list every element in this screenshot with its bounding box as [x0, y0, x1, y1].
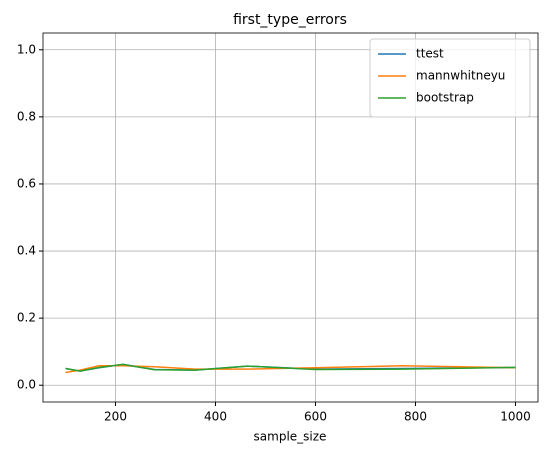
- legend: ttest mannwhitneyu bootstrap: [369, 38, 531, 118]
- legend-label: ttest: [416, 47, 444, 61]
- y-tick-label: 1.0: [17, 42, 36, 56]
- line-series: [65, 365, 516, 374]
- x-tick-label: 200: [104, 410, 127, 424]
- x-tick-label: 600: [304, 410, 327, 424]
- line-series: [65, 363, 516, 372]
- y-tick-label: 0.4: [17, 244, 36, 258]
- legend-box: [369, 38, 531, 118]
- plot-frame: [42, 32, 539, 403]
- y-tick-label: 0.6: [17, 176, 36, 190]
- x-tick-label: 1000: [500, 410, 531, 424]
- legend-label: bootstrap: [416, 91, 474, 105]
- y-tick-label: 0.2: [17, 311, 36, 325]
- y-tick-label: 0.8: [17, 109, 36, 123]
- x-tick-label: 400: [204, 410, 227, 424]
- x-axis-label: sample_size: [254, 430, 327, 444]
- chart-title: first_type_errors: [233, 12, 347, 28]
- x-tick-label: 800: [404, 410, 427, 424]
- legend-label: mannwhitneyu: [416, 69, 505, 83]
- y-tick-label: 0.0: [17, 378, 36, 392]
